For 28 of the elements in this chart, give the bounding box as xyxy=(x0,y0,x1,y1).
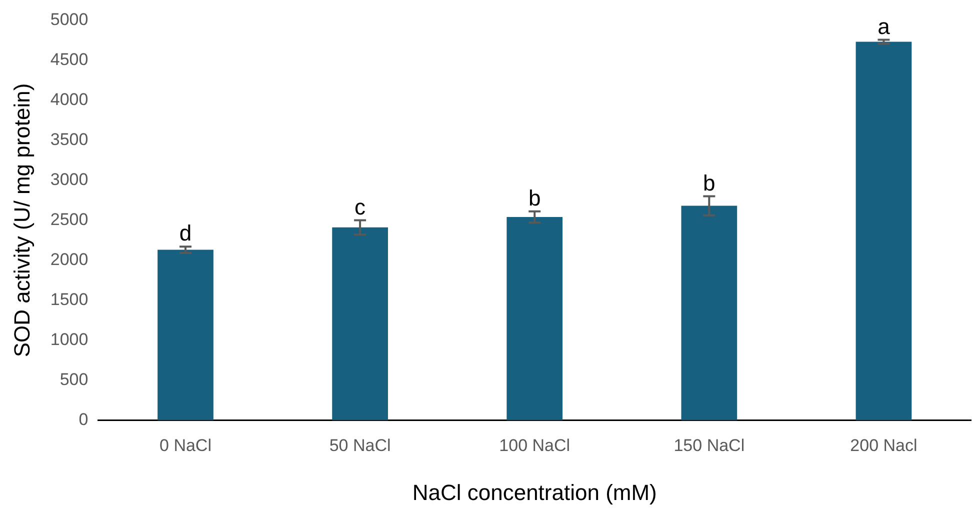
x-axis-title: NaCl concentration (mM) xyxy=(412,480,657,505)
annotation: d xyxy=(179,220,192,246)
annotation: c xyxy=(354,194,366,220)
y-tick-label: 2500 xyxy=(50,210,88,229)
y-tick-label: 1000 xyxy=(50,330,88,349)
y-axis-title: SOD activity (U/ mg protein) xyxy=(9,83,34,358)
bar xyxy=(856,42,912,420)
y-tick-label: 4000 xyxy=(50,90,88,109)
x-tick-label: 100 NaCl xyxy=(499,436,570,456)
bar xyxy=(158,250,214,420)
y-tick-label: 5000 xyxy=(50,10,88,29)
annotation: a xyxy=(878,14,891,39)
bar xyxy=(681,206,738,420)
y-tick-label: 500 xyxy=(60,370,88,389)
y-tick-label: 3000 xyxy=(50,170,88,189)
y-tick-label: 4500 xyxy=(50,50,88,69)
bar xyxy=(506,217,563,420)
y-tick-label: 2000 xyxy=(50,250,88,269)
y-tick-label: 3500 xyxy=(50,130,88,149)
annotation: b xyxy=(703,170,716,196)
x-tick-label: 50 NaCl xyxy=(329,436,391,456)
y-tick-label: 0 xyxy=(78,410,88,429)
y-tick-label: 1500 xyxy=(50,290,88,309)
x-tick-label: 200 Nacl xyxy=(850,436,918,456)
x-tick-label: 150 NaCl xyxy=(674,436,745,456)
annotation: b xyxy=(528,185,541,210)
bar xyxy=(332,227,388,420)
x-tick-label: 0 NaCl xyxy=(160,436,212,456)
